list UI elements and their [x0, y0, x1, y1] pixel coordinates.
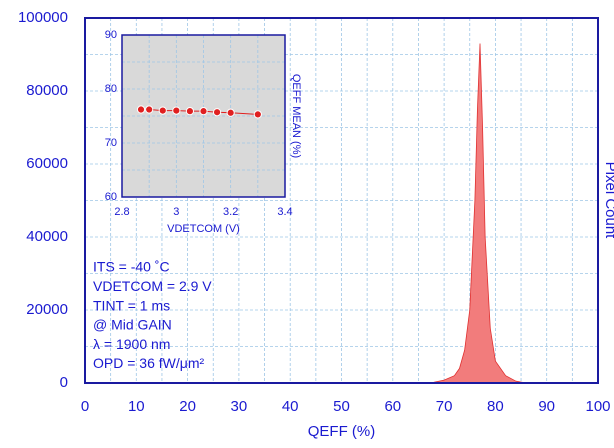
x-tick-label: 0	[81, 398, 89, 415]
data-point	[185, 107, 195, 116]
annotation: @ Mid GAIN	[93, 317, 172, 333]
x-tick-label: 60	[384, 398, 401, 415]
data-point	[199, 107, 208, 116]
x-tick-label: 10	[128, 398, 145, 415]
x-tick-label: 100	[585, 398, 610, 415]
plot-frame	[121, 34, 286, 198]
y-tick-label: 60000	[26, 155, 68, 172]
data-point	[253, 110, 262, 119]
x-axis-title: VDETCOM (V)	[167, 223, 240, 235]
x-tick-label: 30	[231, 398, 248, 415]
annotation: VDETCOM = 2.9 V	[93, 278, 212, 294]
y-axis-title: Pixel Count	[602, 162, 614, 240]
histogram-area	[418, 43, 527, 384]
y-tick-label: 80000	[26, 82, 68, 99]
x-tick-label: 3.2	[223, 206, 238, 218]
y-tick-label: 80	[105, 83, 117, 95]
x-tick-label: 40	[282, 398, 299, 415]
y-tick-label: 90	[105, 29, 117, 41]
data-point	[226, 108, 235, 117]
data-point	[145, 105, 154, 114]
x-tick-label: 80	[487, 398, 504, 415]
y-tick-label: 100000	[18, 9, 68, 26]
annotation: ITS = -40 ˚C	[93, 259, 170, 275]
plot-frame	[84, 17, 599, 384]
x-tick-label: 3	[173, 206, 179, 218]
x-tick-label: 2.8	[114, 206, 129, 218]
y-tick-label: 70	[105, 137, 117, 149]
y-tick-label: 0	[60, 374, 68, 391]
y-tick-label: 60	[105, 191, 117, 203]
annotation: λ = 1900 nm	[93, 336, 170, 352]
data-point	[136, 105, 146, 114]
y-tick-label: 40000	[26, 228, 68, 245]
x-tick-label: 50	[333, 398, 350, 415]
x-axis-title: QEFF (%)	[308, 423, 376, 440]
x-tick-label: 70	[436, 398, 453, 415]
x-tick-label: 20	[179, 398, 196, 415]
y-axis-title: QEFF MEAN (%)	[290, 74, 302, 158]
data-point	[172, 106, 181, 115]
y-tick-label: 20000	[26, 301, 68, 318]
data-point	[212, 108, 222, 117]
annotation: TINT = 1 ms	[93, 297, 170, 313]
x-tick-label: 90	[538, 398, 555, 415]
annotation: OPD = 36 fW/μm²	[93, 355, 204, 371]
x-tick-label: 3.4	[277, 206, 292, 218]
data-point	[158, 106, 167, 115]
